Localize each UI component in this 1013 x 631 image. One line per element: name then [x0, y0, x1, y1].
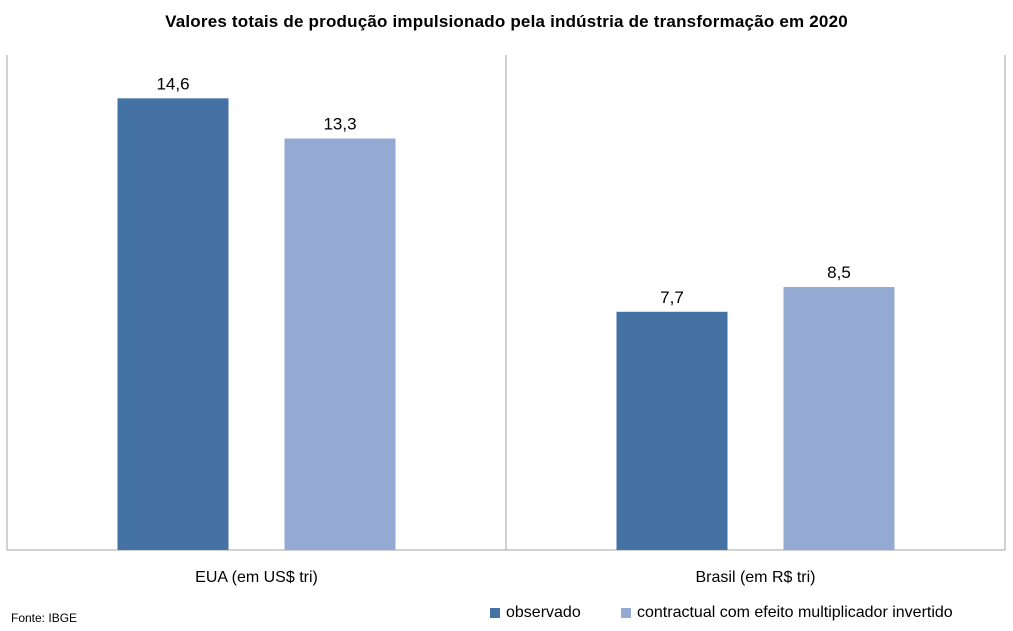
bar-contractual-1	[783, 287, 895, 550]
legend-swatch-observado	[490, 608, 500, 618]
bar-observado-1	[616, 311, 728, 550]
legend-label-contractual: contractual com efeito multiplicador inv…	[637, 604, 953, 621]
bar-contractual-0	[284, 138, 396, 550]
chart-title: Valores totais de produção impulsionado …	[165, 12, 848, 31]
data-label: 8,5	[827, 263, 851, 282]
legend-item-observado: observado	[490, 604, 581, 622]
data-label: 7,7	[660, 288, 684, 307]
data-label: 13,3	[323, 115, 356, 134]
legend-swatch-contractual	[621, 608, 631, 618]
x-tick-label: EUA (em US$ tri)	[195, 569, 318, 586]
bar-observado-0	[117, 98, 229, 550]
data-label: 14,6	[156, 74, 189, 93]
source-note: Fonte: IBGE	[11, 611, 78, 625]
legend-item-contractual: contractual com efeito multiplicador inv…	[621, 604, 953, 622]
legend-label-observado: observado	[506, 604, 581, 621]
x-tick-label: Brasil (em R$ tri)	[695, 569, 815, 586]
